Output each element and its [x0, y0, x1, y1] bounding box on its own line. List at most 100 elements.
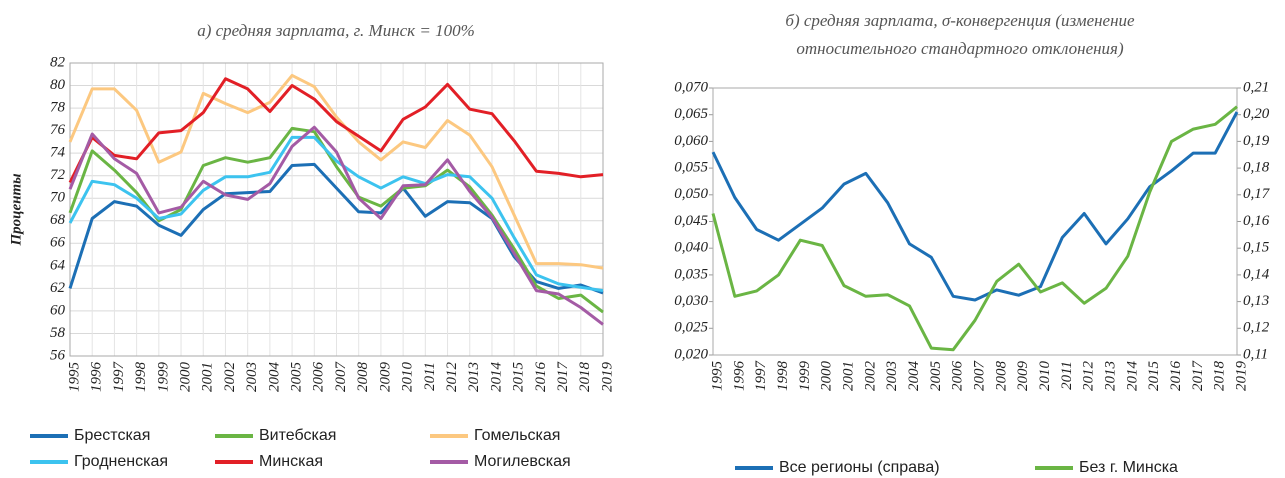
y2-tick-label: 0,21 [1243, 79, 1269, 95]
x-tick-label: 2011 [1059, 361, 1075, 390]
y-axis-label: Проценты [8, 173, 24, 246]
y-tick-label: 68 [50, 212, 66, 228]
x-tick-label: 2003 [244, 362, 260, 392]
y-tick-label: 0,030 [674, 293, 708, 309]
x-tick-label: 1997 [753, 360, 769, 392]
x-tick-label: 2009 [377, 362, 393, 393]
y-tick-label: 0,055 [674, 160, 708, 176]
series-line [68, 135, 604, 293]
y-tick-label: 78 [50, 100, 66, 116]
x-tick-label: 1999 [797, 361, 813, 392]
legend-label: Гомельская [474, 427, 560, 444]
x-tick-label: 2012 [444, 362, 460, 393]
x-tick-label: 2008 [355, 362, 371, 393]
x-tick-label: 2018 [577, 362, 593, 393]
y-tick-label: 0,020 [674, 346, 708, 362]
x-tick-label: 2015 [1146, 361, 1162, 392]
x-tick-label: 2007 [333, 361, 349, 393]
series-line [711, 111, 1239, 302]
y2-tick-label: 0,17 [1243, 186, 1271, 202]
x-tick-label: 1998 [133, 362, 149, 393]
x-tick-label: 2010 [400, 362, 416, 393]
x-tick-label: 2011 [422, 362, 438, 391]
series-line [68, 125, 604, 326]
y-tick-label: 64 [50, 257, 66, 273]
legend-label: Минская [259, 453, 323, 470]
x-tick-label: 2017 [1190, 360, 1206, 392]
legend-label: Могилевская [474, 453, 571, 470]
x-tick-label: 2006 [311, 362, 327, 393]
x-tick-label: 2000 [177, 362, 193, 393]
x-tick-label: 2014 [488, 362, 504, 393]
series-line [68, 126, 604, 314]
y-tick-label: 58 [50, 325, 66, 341]
legend-label: Все регионы (справа) [779, 459, 940, 476]
x-tick-label: 2009 [1015, 361, 1031, 392]
x-tick-label: 2005 [289, 362, 305, 393]
x-tick-label: 2017 [555, 361, 571, 393]
x-tick-label: 2014 [1124, 361, 1140, 392]
legend-label: Без г. Минска [1079, 459, 1178, 476]
y-tick-label: 66 [50, 235, 66, 251]
x-tick-label: 2002 [862, 361, 878, 392]
x-tick-label: 2004 [266, 362, 282, 393]
y-tick-label: 0,050 [674, 186, 708, 202]
y-tick-label: 82 [50, 54, 66, 70]
x-tick-label: 2007 [971, 360, 987, 392]
x-tick-label: 2019 [1233, 361, 1249, 392]
x-tick-label: 2019 [599, 362, 615, 393]
x-tick-label: 2012 [1081, 361, 1097, 392]
x-tick-label: 1999 [155, 362, 171, 393]
y-tick-label: 0,025 [674, 320, 708, 336]
y2-tick-label: 0,15 [1243, 240, 1270, 256]
x-tick-label: 1997 [111, 361, 127, 393]
legend-label: Гродненская [74, 453, 168, 470]
y2-tick-label: 0,11 [1243, 346, 1268, 362]
x-tick-label: 2003 [884, 361, 900, 391]
y2-tick-label: 0,19 [1243, 133, 1270, 149]
x-tick-label: 2015 [511, 362, 527, 393]
y-tick-label: 74 [50, 145, 66, 161]
y-tick-label: 0,065 [674, 106, 708, 122]
y-tick-label: 0,040 [674, 240, 708, 256]
y2-tick-label: 0,12 [1243, 320, 1270, 336]
y-tick-label: 0,070 [674, 79, 708, 95]
x-tick-label: 1995 [709, 361, 725, 392]
y2-tick-label: 0,18 [1243, 160, 1270, 176]
y-tick-label: 80 [50, 77, 66, 93]
x-tick-label: 2013 [1102, 361, 1118, 391]
x-tick-label: 1996 [89, 362, 105, 393]
series-line [68, 162, 604, 295]
x-tick-label: 2016 [533, 362, 549, 393]
y-tick-label: 60 [50, 302, 66, 318]
x-tick-label: 2000 [819, 361, 835, 392]
legend-label: Витебская [259, 427, 336, 444]
legend-label: Брестская [74, 427, 150, 444]
x-tick-label: 2008 [993, 360, 1009, 391]
x-tick-label: 2005 [928, 361, 944, 392]
y-tick-label: 56 [50, 347, 66, 363]
x-tick-label: 1995 [66, 362, 82, 393]
y-tick-label: 62 [50, 280, 66, 296]
series-line [711, 105, 1238, 352]
x-tick-label: 2001 [840, 361, 856, 391]
x-tick-label: 1996 [731, 361, 747, 392]
x-tick-label: 1998 [775, 361, 791, 392]
x-tick-label: 2002 [222, 362, 238, 393]
x-tick-label: 2010 [1037, 361, 1053, 392]
y2-tick-label: 0,13 [1243, 293, 1269, 309]
chart-title: а) средняя зарплата, г. Минск = 100% [197, 21, 475, 40]
y-tick-label: 72 [50, 167, 66, 183]
y2-tick-label: 0,14 [1243, 266, 1270, 282]
y2-tick-label: 0,16 [1243, 213, 1270, 229]
x-tick-label: 2013 [466, 362, 482, 392]
series-line [68, 77, 604, 184]
y-tick-label: 0,045 [674, 213, 708, 229]
x-tick-label: 2016 [1168, 361, 1184, 392]
series-line [68, 73, 604, 270]
x-tick-label: 2018 [1212, 361, 1228, 392]
x-tick-label: 2004 [906, 361, 922, 392]
y-tick-label: 76 [50, 122, 66, 138]
x-tick-label: 2006 [950, 361, 966, 392]
